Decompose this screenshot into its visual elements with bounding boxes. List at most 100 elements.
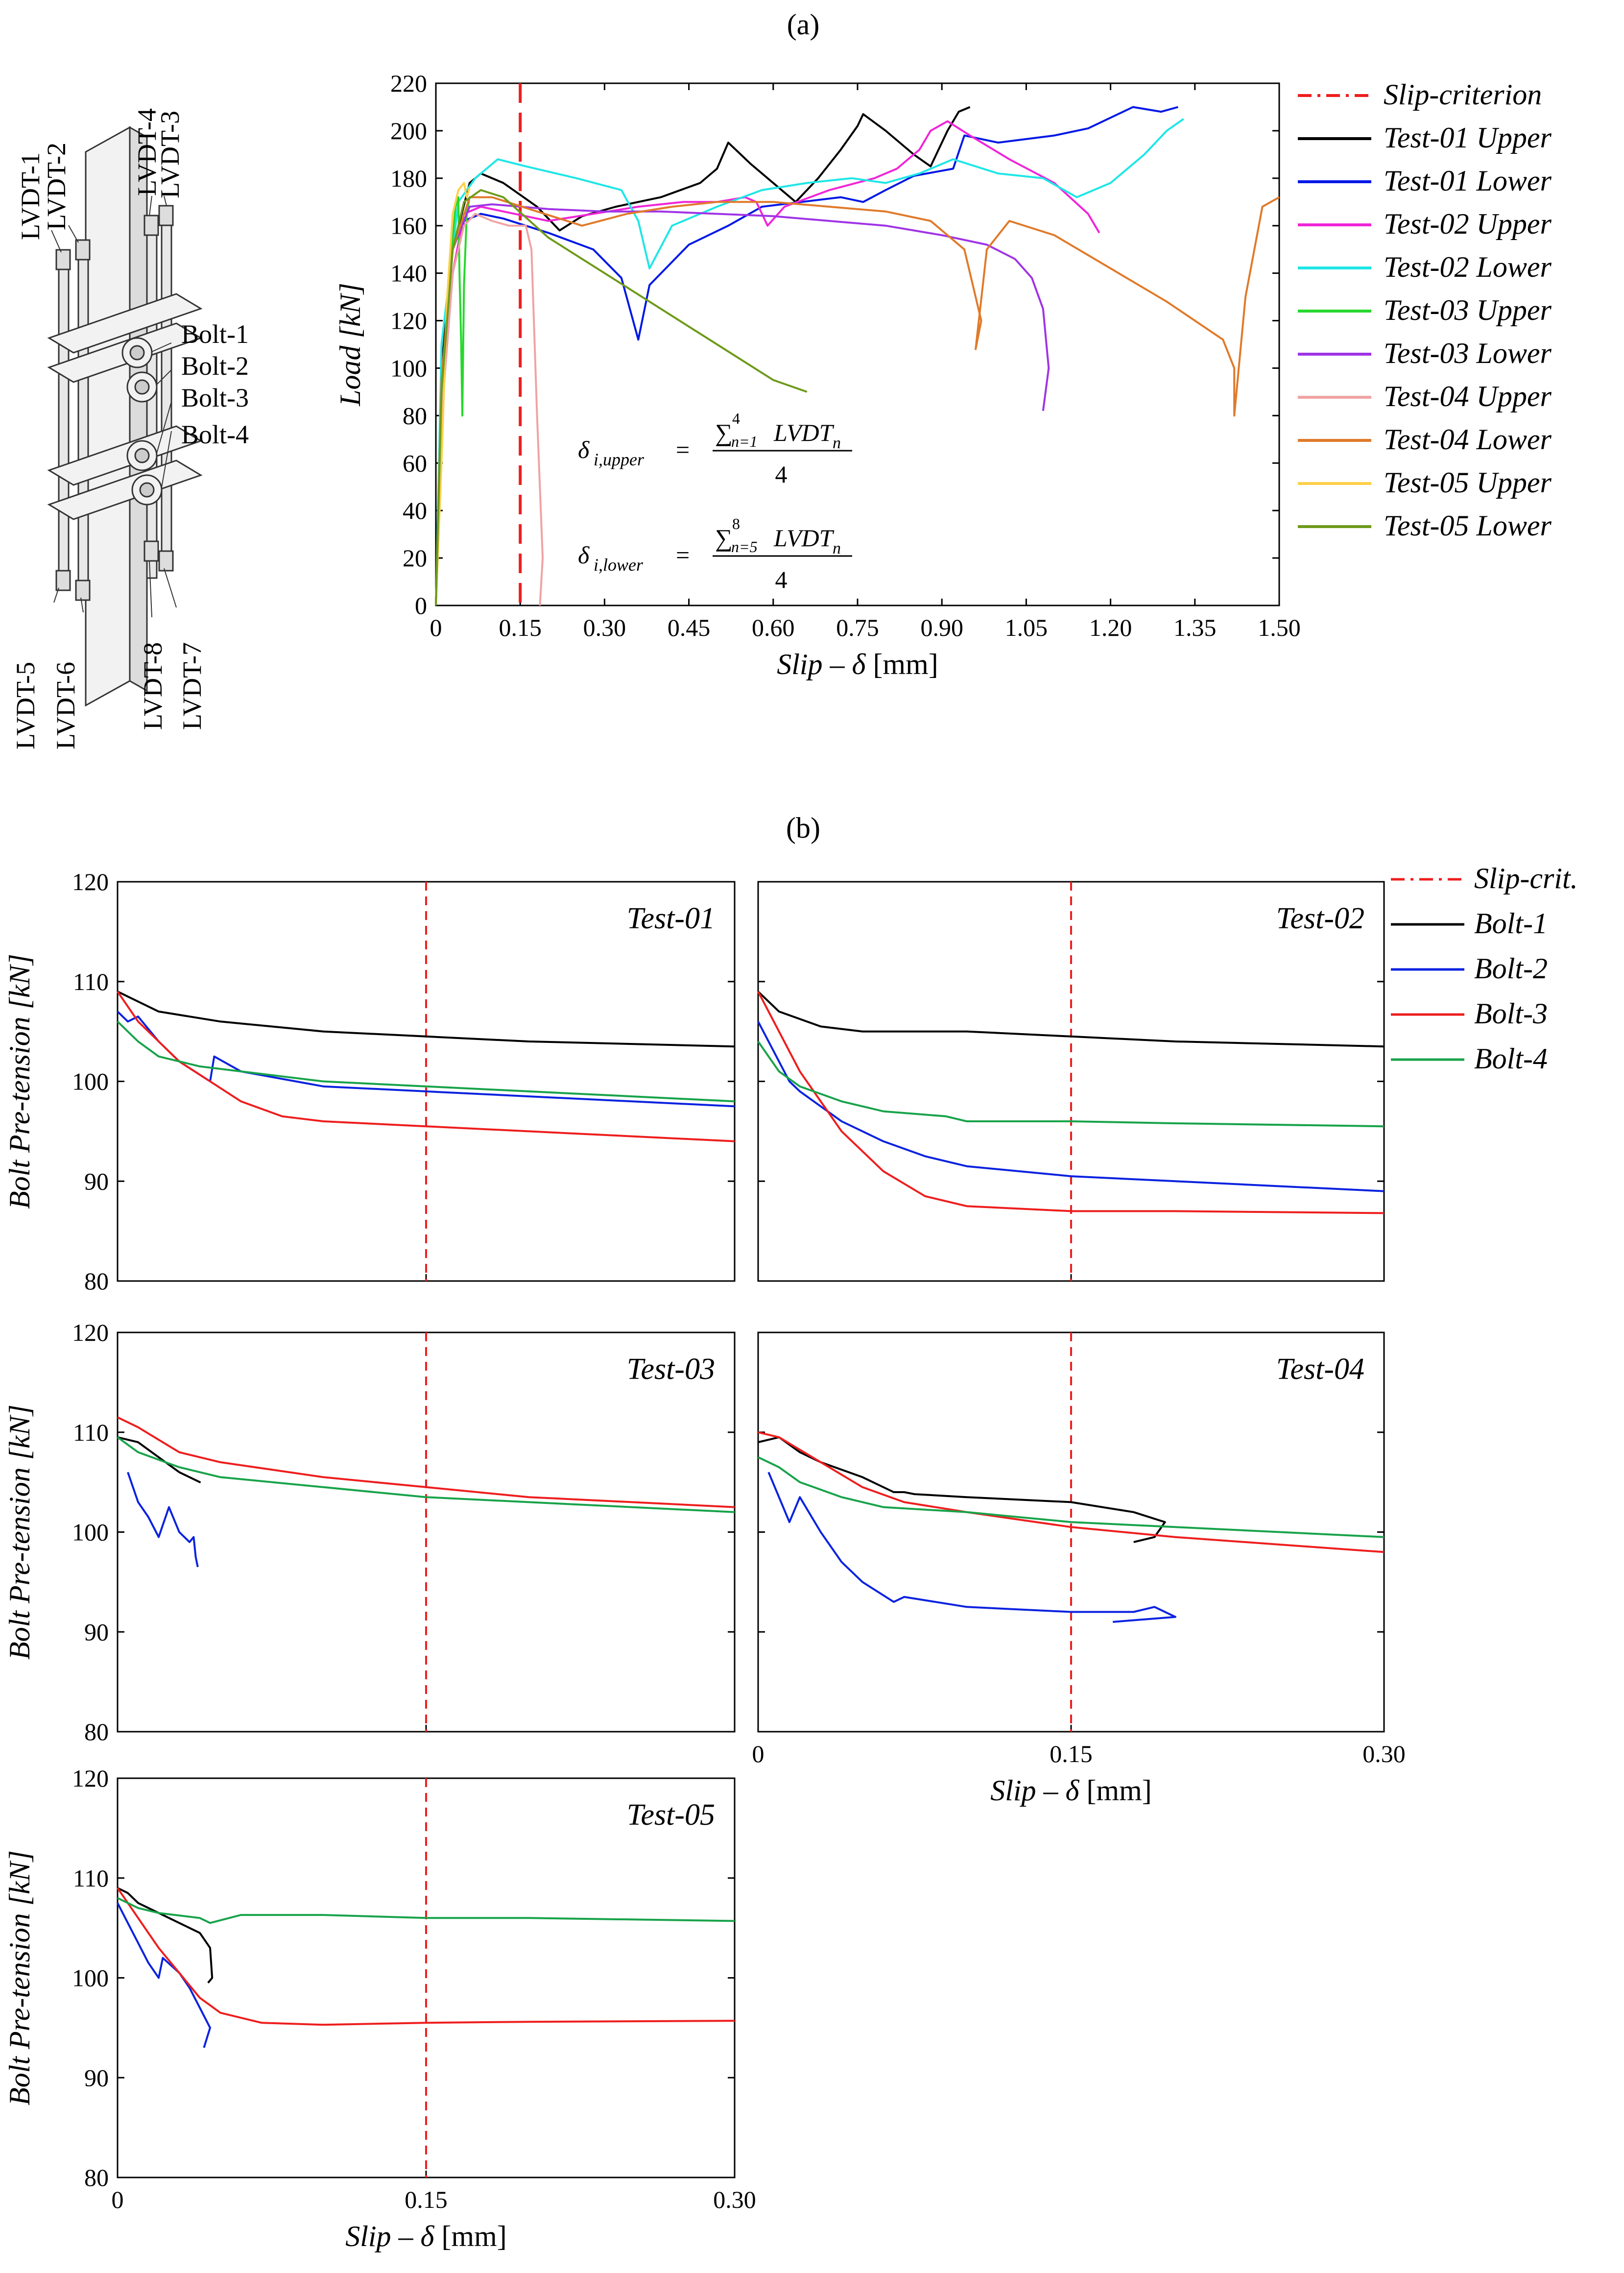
series-bolt-1 (117, 1436, 201, 1483)
y-axis-label: Bolt Pre-tension [kN] (3, 954, 36, 1209)
series-bolt-3 (117, 991, 735, 1142)
series-bolt-1 (117, 1887, 214, 1983)
panel-title: Test-01 (627, 902, 715, 935)
y-tick-label: 220 (390, 70, 427, 97)
y-tick-label: 90 (84, 1167, 109, 1195)
legend-a-label: Test-05 Upper (1384, 466, 1552, 499)
legend-a-label: Test-03 Upper (1384, 294, 1552, 326)
x-tick-label: 1.05 (1005, 614, 1048, 641)
y-tick-label: 80 (84, 1267, 109, 1295)
x-tick-label: 1.35 (1173, 614, 1217, 641)
y-tick-label: 0 (415, 592, 427, 619)
y-tick-label: 110 (73, 1419, 109, 1446)
legend-a-criterion-label: Slip-criterion (1384, 78, 1542, 111)
lvdt-2-label: LVDT-2 (42, 143, 71, 230)
y-tick-label: 40 (403, 497, 427, 524)
x-tick-label: 0.30 (583, 614, 626, 641)
lvdt-4-label: LVDT-4 (132, 108, 162, 196)
legend-a-label: Test-04 Upper (1384, 380, 1552, 412)
bolt-1-label: Bolt-1 (181, 319, 249, 349)
formula-lower-den: 4 (775, 566, 788, 593)
y-tick-label: 100 (72, 1519, 109, 1546)
formula-upper-sum: ∑ (715, 419, 733, 446)
panel-title: Test-02 (1276, 902, 1364, 935)
panel-title: Test-05 (627, 1798, 715, 1832)
panel-title: Test-04 (1276, 1353, 1364, 1386)
x-axis-label-var: Slip – δ (345, 2220, 441, 2252)
legend-b-label: Bolt-1 (1474, 907, 1548, 940)
series-bolt-2 (757, 1021, 1385, 1192)
x-tick-label: 0.45 (668, 614, 711, 641)
formula-lower-subn: n=5 (731, 538, 758, 556)
legend-a-label: Test-05 Lower (1384, 509, 1552, 542)
y-axis-label: Load [kN] (334, 283, 366, 407)
formula-upper-den: 4 (775, 460, 788, 488)
bracket-4 (47, 459, 203, 520)
y-axis-label: Bolt Pre-tension [kN] (3, 1404, 36, 1660)
series-bolt-2 (767, 1472, 1176, 1623)
bracket-1 (47, 293, 203, 354)
lvdt-3-label: LVDT-3 (155, 111, 185, 198)
specimen-drawing (47, 126, 203, 707)
series-bolt-3 (117, 1887, 735, 2026)
x-tick-label: 0.15 (1050, 1740, 1093, 1767)
legend-a-label: Test-03 Lower (1384, 337, 1552, 369)
x-axis-label-unit: [mm] (1086, 1774, 1151, 1807)
x-tick-label: 0.75 (836, 614, 879, 641)
chart-test-03: 80 90 100 110 120 Test-03 Bolt Pre-tension [kN… (3, 1319, 736, 1745)
x-axis-label-unit: [mm] (441, 2220, 506, 2252)
series-bolt-3 (117, 1416, 735, 1508)
series-bolt-4 (117, 1020, 735, 1103)
lvdt-7-label: LVDT-7 (177, 642, 207, 730)
formula-upper: δ i,upper = ∑ 4 n=1 LVDT n 4 (578, 410, 852, 488)
series-bolt-4 (757, 1040, 1385, 1128)
series-bolt-3 (757, 991, 1385, 1214)
x-axis-label: Slip – δ [mm] (990, 1774, 1152, 1807)
chart-test-04: 0 0.15 0.30 Test-04 Slip – δ [mm] (752, 1331, 1406, 1807)
formula-lower-sup: 8 (732, 515, 740, 532)
y-tick-label: 100 (390, 354, 427, 382)
formula-upper-lhs: δ (578, 436, 590, 463)
y-tick-label: 90 (84, 1618, 109, 1645)
series-test-04-lower (435, 196, 1280, 606)
y-tick-label: 160 (390, 212, 427, 240)
x-axis-label: Slip – δ [mm] (777, 648, 938, 680)
formula-lower-term: LVDT (773, 524, 835, 552)
bracket-3 (47, 425, 203, 486)
y-tick-label: 110 (73, 1864, 109, 1892)
formula-upper-sup: 4 (732, 410, 740, 427)
y-tick-label: 180 (390, 165, 427, 192)
formula-lower-term-sub: n (833, 539, 841, 557)
formula-upper-sub: i,upper (594, 450, 645, 469)
lvdt-6-label: LVDT-6 (51, 662, 80, 750)
x-tick-label: 0.15 (405, 2186, 448, 2213)
x-tick-label: 0.90 (920, 614, 963, 641)
y-tick-label: 80 (84, 1718, 109, 1745)
lvdt-5-label: LVDT-5 (11, 662, 40, 750)
y-tick-label: 110 (73, 968, 109, 995)
bolt-4-label: Bolt-4 (181, 420, 249, 449)
x-axis-label-var: Slip – δ (990, 1774, 1086, 1807)
panel-title: Test-03 (627, 1353, 715, 1386)
x-tick-label: 1.50 (1258, 614, 1301, 641)
x-tick-label: 1.20 (1089, 614, 1132, 641)
lvdt-1-label: LVDT-1 (16, 152, 45, 240)
panel-label-a: (a) (787, 8, 820, 41)
x-tick-label: 0.30 (713, 2186, 756, 2213)
formula-lower: δ i,lower = ∑ 8 n=5 LVDT n 4 (578, 515, 852, 593)
series-test-01-lower (435, 106, 1178, 606)
legend-b-label: Bolt-3 (1474, 997, 1548, 1030)
chart-test-01: 80 90 100 110 120 Test-01 Bolt Pre-tension [kN… (3, 868, 736, 1295)
x-axis-label-unit: [mm] (873, 648, 938, 680)
y-tick-label: 100 (72, 1964, 109, 1992)
formula-lower-sum: ∑ (715, 524, 733, 552)
series-bolt-2 (127, 1472, 199, 1568)
series-test-02-upper (435, 120, 1100, 606)
legend-b-label: Bolt-2 (1474, 952, 1548, 985)
panel-label-b: (b) (786, 812, 820, 844)
y-tick-label: 200 (390, 117, 427, 145)
series-bolt-4 (758, 1456, 1385, 1538)
legend-a-label: Test-02 Upper (1384, 208, 1552, 240)
rod-left-front (58, 254, 70, 589)
